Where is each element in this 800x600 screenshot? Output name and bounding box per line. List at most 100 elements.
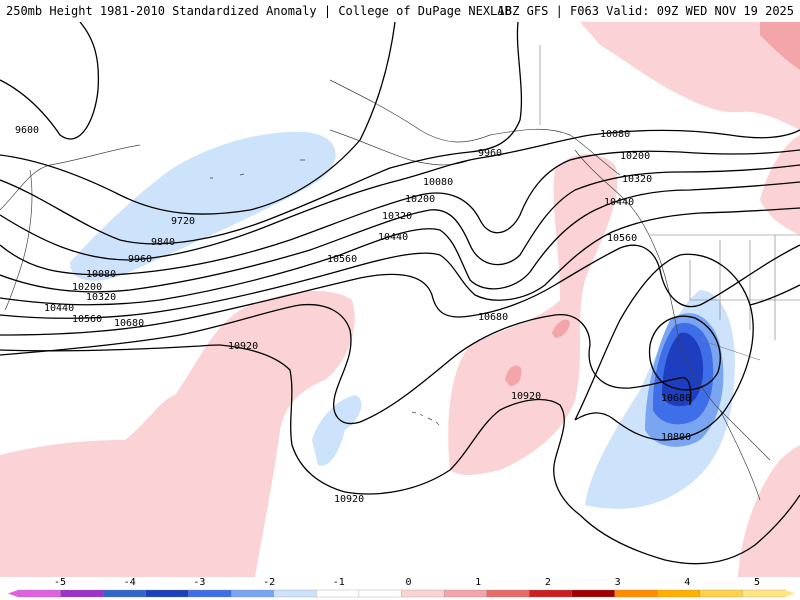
us-west-coast: [659, 259, 771, 461]
map-header: 250mb Height 1981-2010 Standardized Anom…: [0, 0, 800, 22]
label-10200-central: 10200: [405, 194, 435, 205]
legend-tick-label: 0: [405, 577, 411, 588]
legend-bin: [401, 589, 445, 598]
label-10080-central: 10080: [423, 177, 453, 188]
label-10440-central: 10440: [378, 232, 408, 243]
label-10320-east: 10320: [622, 174, 652, 185]
hawaii-islands: [411, 411, 440, 426]
label-10920-south: 10920: [334, 494, 364, 505]
label-9960-central: 9960: [478, 148, 502, 159]
label-10320-west: 10320: [86, 292, 116, 303]
contour-10680-loop: [648, 315, 721, 391]
contour-10920-lead: [0, 344, 221, 352]
legend-bin: [742, 589, 786, 598]
label-10080-west: 10080: [86, 269, 116, 280]
coastlines: [0, 79, 771, 501]
legend-bin: [699, 589, 744, 598]
legend-tick-label: -2: [263, 577, 275, 588]
legend-bin: [103, 589, 147, 598]
positive-anomaly-central-3: [552, 319, 570, 338]
positive-anomaly-west-pacific: [0, 290, 355, 577]
legend-bin: [614, 589, 658, 598]
contour-10440: [0, 207, 800, 319]
positive-anomaly-se: [738, 445, 800, 577]
legend-bin: [230, 589, 275, 598]
label-9960-west: 9960: [128, 254, 152, 265]
legend-bin: [486, 589, 530, 598]
positive-anomaly-central-2: [505, 365, 522, 386]
weather-map: 9600 9720 9840 9960 9960 10080 10080 100…: [0, 22, 800, 577]
siberia-coast: [0, 144, 141, 211]
legend-bin: [316, 589, 360, 598]
alaska-coast: [329, 79, 621, 176]
label-10320-central: 10320: [382, 211, 412, 222]
label-10920-central: 10920: [511, 391, 541, 402]
positive-anomaly-ne: [580, 22, 800, 130]
contour-10080: [0, 149, 800, 276]
legend-bin: [358, 589, 403, 598]
run-info: 18Z GFS | F063 Valid: 09Z WED NOV 19 202…: [497, 4, 794, 18]
legend-tick-label: -4: [124, 577, 136, 588]
label-10560-central: 10560: [327, 254, 357, 265]
aleutian-islands: [210, 159, 305, 179]
legend-tick-label: -5: [54, 577, 66, 588]
contour-10800-ext: [749, 284, 800, 306]
map-title: 250mb Height 1981-2010 Standardized Anom…: [6, 4, 512, 18]
kamchatka: [4, 169, 33, 311]
height-contours: [0, 22, 800, 565]
contour-9720: [0, 22, 396, 215]
legend-ticks: -5 -4 -3 -2 -1 0 1 2 3 4 5: [54, 577, 760, 588]
positive-anomaly-ne-2: [760, 22, 800, 70]
negative-anomaly-central: [312, 395, 362, 466]
legend-tick-label: 2: [545, 577, 551, 588]
label-9600: 9600: [15, 125, 39, 136]
contour-10320: [0, 181, 800, 306]
legend-tick-label: 1: [475, 577, 481, 588]
legend-tick-label: 4: [684, 577, 690, 588]
legend-bin: [145, 589, 190, 598]
label-10200-west: 10200: [72, 282, 102, 293]
legend-color-bar: [8, 589, 795, 598]
legend-tick-label: 5: [754, 577, 760, 588]
contour-10800: [574, 253, 754, 441]
legend-bin: [443, 589, 488, 598]
legend-arrow-left: [8, 590, 18, 597]
legend-tick-label: -3: [193, 577, 205, 588]
label-10800-east: 10800: [661, 432, 691, 443]
label-10080-east: 10080: [600, 129, 630, 140]
label-9840: 9840: [151, 237, 175, 248]
label-9720: 9720: [171, 216, 195, 227]
legend-bin: [529, 589, 573, 598]
legend-bin: [273, 589, 317, 598]
contour-10680: [0, 303, 692, 425]
label-10440-east: 10440: [604, 197, 634, 208]
political-boundaries: [539, 45, 800, 361]
legend-bin: [188, 589, 232, 598]
positive-anomaly-central-pacific: [448, 154, 618, 475]
legend-bin: [17, 589, 62, 598]
legend-tick-label: 3: [615, 577, 621, 588]
contour-10560: [0, 244, 800, 336]
anomaly-legend: -5 -4 -3 -2 -1 0 1 2 3 4 5: [8, 577, 795, 598]
contour-9840: [0, 22, 523, 245]
label-10680-west: 10680: [114, 318, 144, 329]
label-10920-west: 10920: [228, 341, 258, 352]
label-10200-east: 10200: [620, 151, 650, 162]
contour-10920: [219, 344, 800, 565]
legend-bin: [657, 589, 701, 598]
anomaly-shading: [0, 22, 800, 577]
label-10680-east: 10680: [661, 393, 691, 404]
state-lines: [689, 235, 800, 361]
label-10680-central: 10680: [478, 312, 508, 323]
contour-10200: [0, 164, 800, 293]
alaska-peninsula: [329, 129, 471, 166]
label-10560-west: 10560: [72, 314, 102, 325]
legend-bin: [60, 589, 104, 598]
legend-tick-label: -1: [333, 577, 345, 588]
legend-bin: [571, 589, 616, 598]
bc-coast: [574, 149, 661, 261]
contour-9600: [0, 22, 100, 140]
mexico-coast: [719, 409, 761, 501]
legend-arrow-right: [785, 590, 795, 597]
contour-labels: 9600 9720 9840 9960 9960 10080 10080 100…: [15, 125, 691, 505]
